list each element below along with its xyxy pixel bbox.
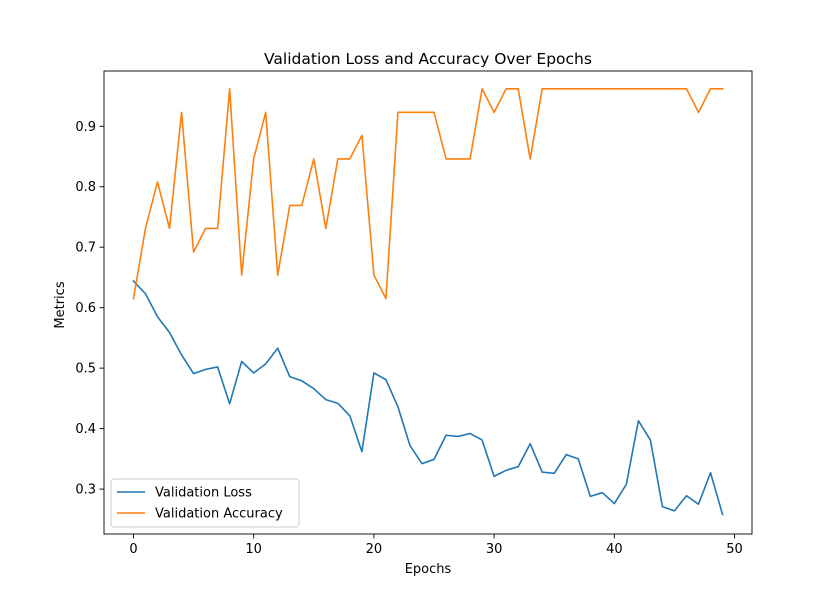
x-tick-label: 50: [726, 542, 743, 557]
legend-label-1: Validation Accuracy: [155, 507, 283, 522]
x-tick-label: 0: [129, 542, 137, 557]
y-tick-label: 0.3: [75, 483, 96, 498]
y-tick-label: 0.7: [75, 241, 96, 256]
y-tick-label: 0.5: [75, 362, 96, 377]
legend-box: [110, 478, 300, 528]
x-axis-label: Epochs: [405, 562, 452, 577]
legend-label-0: Validation Loss: [155, 486, 252, 501]
y-tick-label: 0.8: [75, 180, 96, 195]
x-tick-label: 40: [606, 542, 623, 557]
y-tick-label: 0.4: [75, 422, 96, 437]
chart-title: Validation Loss and Accuracy Over Epochs: [264, 50, 592, 68]
y-axis-label: Metrics: [53, 281, 68, 328]
y-tick-label: 0.6: [75, 301, 96, 316]
x-tick-label: 30: [486, 542, 503, 557]
series-line-1: [132, 87, 724, 300]
legend: Validation Loss Validation Accuracy: [110, 478, 300, 528]
series-line-0: [132, 279, 724, 516]
y-tick-label: 0.9: [75, 120, 96, 135]
x-tick-label: 10: [245, 542, 262, 557]
x-tick-label: 20: [366, 542, 383, 557]
axes-frame: [103, 70, 753, 535]
plot-area: [132, 87, 724, 516]
axes: 0 10 20 30 40 50 0.3 0.4 0.5 0.6 0.7 0.8 0.9: [75, 70, 753, 557]
